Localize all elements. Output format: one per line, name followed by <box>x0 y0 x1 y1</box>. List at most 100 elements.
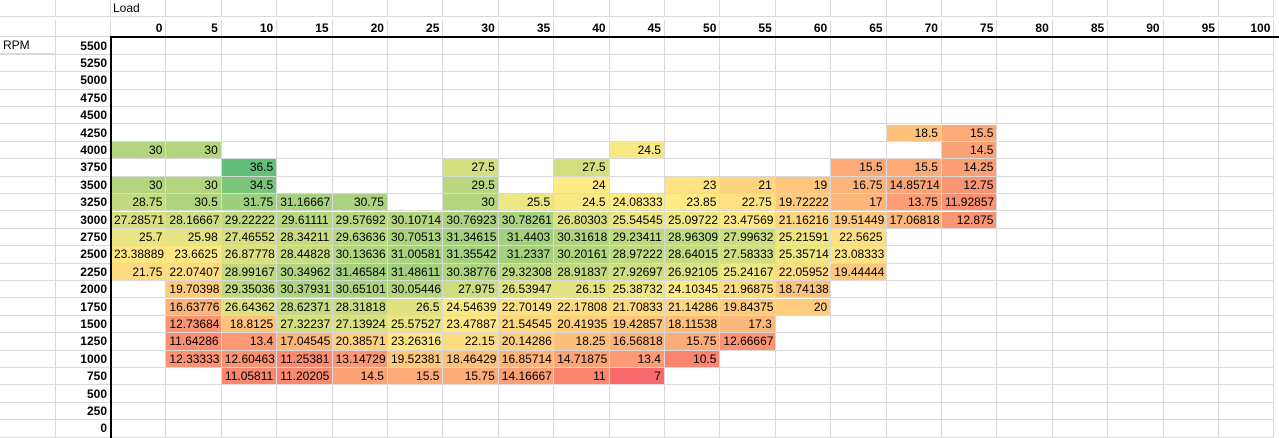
grid-cell[interactable] <box>665 368 721 386</box>
grid-cell[interactable] <box>720 368 776 386</box>
value-cell[interactable]: 30.37931 <box>277 281 333 299</box>
grid-cell[interactable] <box>997 333 1053 351</box>
grid-cell[interactable] <box>1163 298 1219 316</box>
grid-cell[interactable] <box>1219 124 1275 142</box>
rpm-header-4000[interactable]: 4000 <box>56 141 111 160</box>
value-cell[interactable]: 13.4 <box>609 350 665 369</box>
grid-cell[interactable] <box>1052 385 1109 403</box>
value-cell[interactable]: 25.35714 <box>775 246 832 264</box>
grid-cell[interactable] <box>886 89 942 107</box>
rpm-axis-label[interactable]: RPM <box>0 37 56 55</box>
grid-cell[interactable] <box>221 37 278 55</box>
grid-cell[interactable] <box>997 263 1053 281</box>
grid-cell[interactable] <box>1108 89 1164 107</box>
grid-cell[interactable] <box>775 420 832 438</box>
value-cell[interactable]: 21.75 <box>111 263 167 282</box>
grid-cell[interactable] <box>997 159 1053 177</box>
grid-cell[interactable] <box>0 315 56 334</box>
value-cell[interactable]: 30.13636 <box>332 246 388 264</box>
grid-cell[interactable] <box>831 402 887 421</box>
grid-cell[interactable] <box>942 402 998 421</box>
grid-cell[interactable] <box>997 402 1053 421</box>
value-cell[interactable]: 22.17808 <box>554 298 610 316</box>
rpm-header-1500[interactable]: 1500 <box>56 315 111 334</box>
value-cell[interactable]: 23.26316 <box>388 333 444 351</box>
grid-cell[interactable] <box>0 228 56 247</box>
value-cell[interactable]: 25.21591 <box>775 228 832 247</box>
grid-cell[interactable] <box>221 72 278 90</box>
grid-cell[interactable] <box>1052 176 1109 194</box>
grid-cell[interactable] <box>166 0 222 18</box>
grid-cell[interactable] <box>886 315 942 334</box>
grid-cell[interactable] <box>0 54 56 73</box>
rpm-header-3500[interactable]: 3500 <box>56 176 111 195</box>
grid-cell[interactable] <box>831 281 887 299</box>
value-cell[interactable]: 13.75 <box>886 194 942 212</box>
rpm-header-4500[interactable]: 4500 <box>56 107 111 125</box>
value-cell[interactable]: 23.47569 <box>720 211 776 229</box>
grid-cell[interactable] <box>332 420 388 438</box>
value-cell[interactable]: 31.75 <box>221 194 278 212</box>
grid-cell[interactable] <box>56 0 111 18</box>
load-header-70[interactable]: 70 <box>886 20 942 38</box>
grid-cell[interactable] <box>997 228 1053 247</box>
grid-cell[interactable] <box>831 350 887 368</box>
grid-cell[interactable] <box>0 402 56 421</box>
value-cell[interactable]: 18.74138 <box>775 281 832 299</box>
grid-cell[interactable] <box>1163 72 1219 90</box>
grid-cell[interactable] <box>720 420 776 438</box>
value-cell[interactable]: 15.75 <box>443 368 499 386</box>
load-axis-label[interactable]: Load <box>110 0 166 18</box>
grid-cell[interactable] <box>775 385 832 403</box>
grid-cell[interactable] <box>1163 385 1219 403</box>
value-cell[interactable]: 19.52381 <box>388 350 444 369</box>
value-cell[interactable]: 27.5 <box>443 159 499 177</box>
grid-cell[interactable] <box>886 37 942 55</box>
value-cell[interactable]: 15.5 <box>388 368 444 386</box>
grid-cell[interactable] <box>942 72 998 90</box>
value-cell[interactable]: 16.75 <box>831 176 887 195</box>
rpm-header-5250[interactable]: 5250 <box>56 54 111 73</box>
rpm-header-500[interactable]: 500 <box>56 385 111 403</box>
grid-cell[interactable] <box>498 54 555 73</box>
grid-cell[interactable] <box>1219 246 1275 264</box>
load-header-100[interactable]: 100 <box>1219 20 1275 38</box>
grid-cell[interactable] <box>554 141 610 160</box>
value-cell[interactable]: 30 <box>166 176 222 195</box>
grid-cell[interactable] <box>388 420 444 438</box>
grid-cell[interactable] <box>1163 402 1219 421</box>
grid-cell[interactable] <box>775 315 832 334</box>
value-cell[interactable]: 18.8125 <box>221 315 278 334</box>
grid-cell[interactable] <box>720 89 776 107</box>
rpm-header-750[interactable]: 750 <box>56 368 111 386</box>
value-cell[interactable]: 21 <box>720 176 776 195</box>
grid-cell[interactable] <box>554 124 610 142</box>
grid-cell[interactable] <box>1108 368 1164 386</box>
grid-cell[interactable] <box>1108 124 1164 142</box>
grid-cell[interactable] <box>720 0 776 18</box>
value-cell[interactable]: 23.6625 <box>166 246 222 264</box>
grid-cell[interactable] <box>1052 107 1109 125</box>
load-header-75[interactable]: 75 <box>942 20 998 38</box>
grid-cell[interactable] <box>1219 211 1275 229</box>
grid-cell[interactable] <box>1163 141 1219 160</box>
grid-cell[interactable] <box>831 0 887 18</box>
value-cell[interactable]: 28.99167 <box>221 263 278 282</box>
grid-cell[interactable] <box>997 315 1053 334</box>
value-cell[interactable]: 30.38776 <box>443 263 499 282</box>
value-cell[interactable]: 21.54545 <box>498 315 555 334</box>
grid-cell[interactable] <box>0 176 56 194</box>
grid-cell[interactable] <box>942 368 998 386</box>
grid-cell[interactable] <box>720 159 776 177</box>
grid-cell[interactable] <box>831 54 887 73</box>
grid-cell[interactable] <box>388 124 444 142</box>
grid-cell[interactable] <box>277 72 333 90</box>
value-cell[interactable]: 19.42857 <box>609 315 665 334</box>
grid-cell[interactable] <box>831 72 887 90</box>
value-cell[interactable]: 23.47887 <box>443 315 499 334</box>
grid-cell[interactable] <box>997 211 1053 229</box>
load-header-25[interactable]: 25 <box>388 20 444 38</box>
grid-cell[interactable] <box>609 54 665 73</box>
value-cell[interactable]: 13.14729 <box>332 350 388 369</box>
grid-cell[interactable] <box>443 107 499 125</box>
